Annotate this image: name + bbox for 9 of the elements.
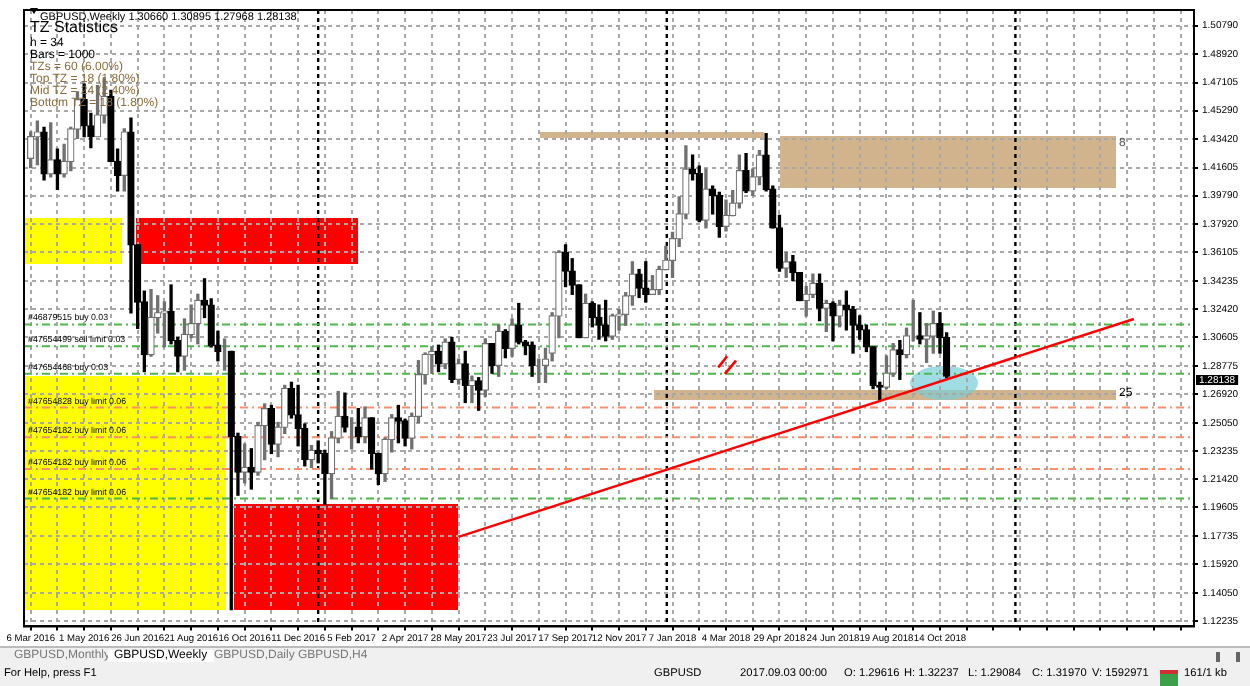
candlestick <box>307 445 316 468</box>
candlestick <box>93 85 102 138</box>
candlestick <box>349 417 354 450</box>
candlestick <box>916 312 924 345</box>
annotation: TZ Statistics <box>30 18 119 36</box>
candlestick <box>222 338 227 371</box>
candlestick <box>561 244 570 288</box>
candlestick <box>434 344 443 373</box>
candlestick <box>468 375 476 404</box>
